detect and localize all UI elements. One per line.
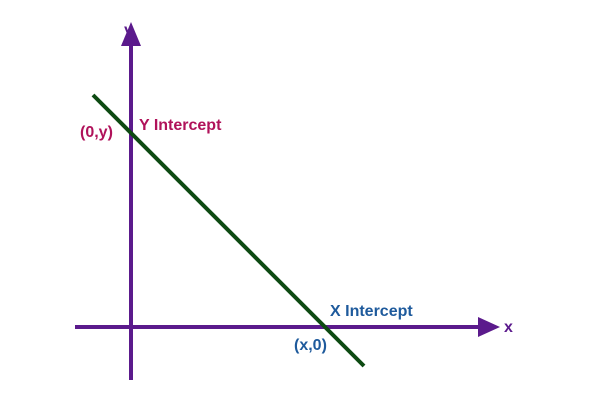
- intercept-line: [91, 93, 366, 368]
- x-axis-arrowhead: [478, 317, 500, 337]
- x-axis-label: x: [504, 319, 513, 336]
- x-intercept-point-label: (x,0): [294, 337, 327, 354]
- y-axis-label: y: [124, 22, 133, 39]
- x-intercept-label: X Intercept: [330, 303, 413, 320]
- y-intercept-point-label: (0,y): [80, 124, 113, 141]
- y-intercept-label: Y Intercept: [139, 117, 222, 134]
- y-axis-arrowhead: [121, 22, 141, 46]
